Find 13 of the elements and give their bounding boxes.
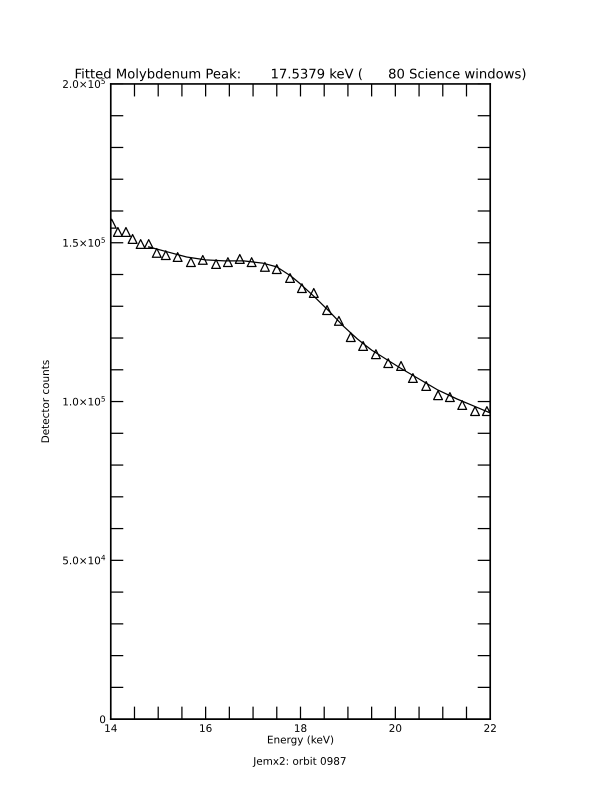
x-tick-label: 22 <box>484 724 496 732</box>
y-tick-label: 0 <box>100 715 106 724</box>
x-tick-label: 14 <box>105 724 117 732</box>
y-tick-label: 1.5×10$^{5}$ <box>63 237 105 247</box>
x-tick-label: 20 <box>389 724 402 732</box>
y-axis-title: Detector counts <box>41 360 50 442</box>
x-axis-title: Energy (keV) <box>268 735 334 746</box>
y-tick-label: 5.0×10$^{4}$ <box>63 554 106 564</box>
x-tick-label: 16 <box>200 724 212 732</box>
text: Jemx2: orbit 0987 <box>252 756 346 767</box>
y-tick-label: 2.0×10$^{5}$ <box>63 78 105 88</box>
x-tick-label: 18 <box>295 724 306 732</box>
y-tick-label: 1.0×10$^{5}$ <box>63 396 105 406</box>
